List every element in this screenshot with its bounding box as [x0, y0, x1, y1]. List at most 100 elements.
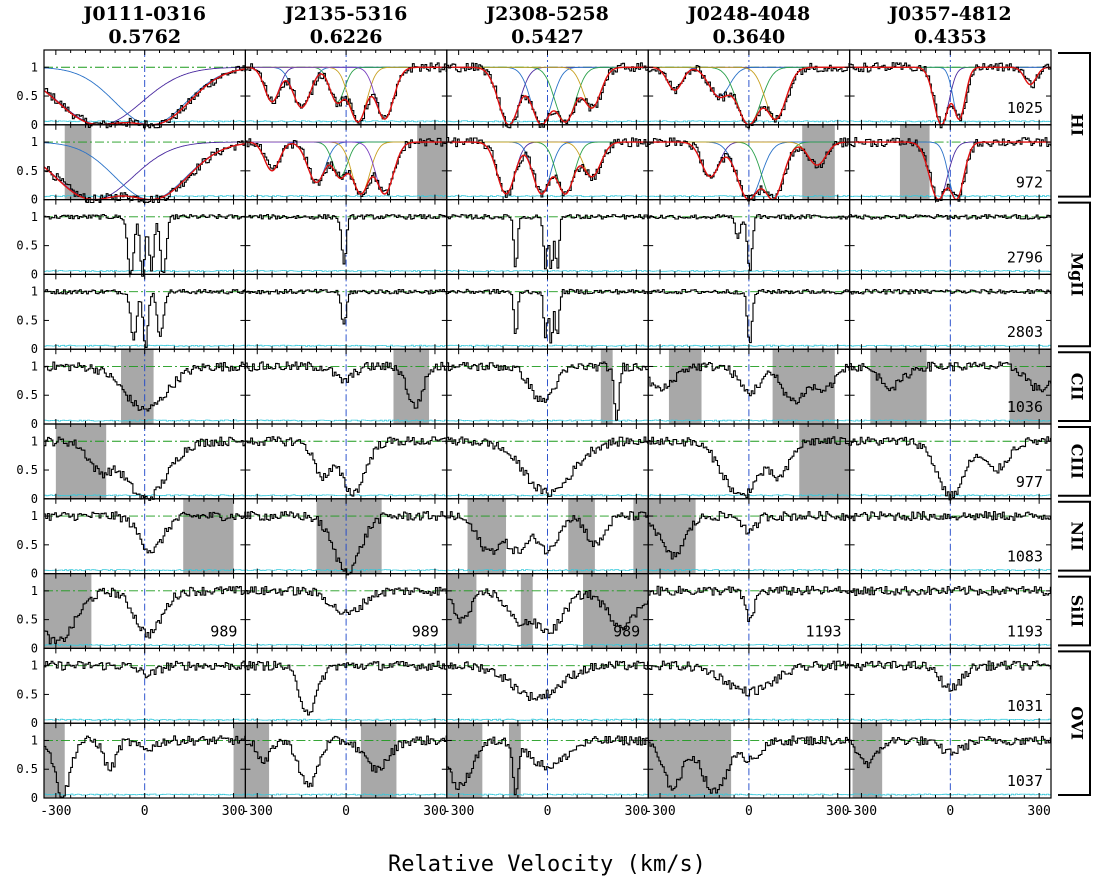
transition-label: 1083: [1007, 548, 1043, 566]
x-tick-label: -300: [644, 804, 675, 819]
flux-spectrum: [849, 214, 1051, 220]
mask-region: [64, 124, 92, 200]
y-tick-label: 0.5: [16, 538, 38, 552]
mask-region: [520, 573, 533, 649]
transition-label: 977: [1016, 473, 1043, 491]
redshift-value: 0.3640: [713, 26, 786, 48]
flux-spectrum: [44, 660, 246, 679]
mask-layer: [44, 124, 1051, 798]
flux-spectrum: [648, 660, 850, 697]
ion-label: CII: [1068, 373, 1087, 401]
ion-label: OVI: [1068, 706, 1087, 740]
x-tick-label: -300: [40, 804, 71, 819]
total-fit: [245, 66, 447, 123]
x-tick-label: 0: [342, 804, 350, 819]
error-spectrum: [648, 419, 850, 422]
redshift-value: 0.5427: [511, 26, 584, 48]
flux-spectrum: [849, 660, 1051, 692]
error-spectrum: [44, 419, 246, 422]
flux-spectrum: [44, 735, 246, 799]
y-tick-label: 0: [31, 492, 38, 506]
flux-spectrum: [648, 214, 850, 271]
mask-region: [446, 723, 483, 798]
transition-label: 1193: [1007, 622, 1043, 640]
mask-region: [1009, 349, 1051, 424]
flux-spectrum: [245, 62, 447, 126]
y-tick-label: 0: [31, 342, 38, 356]
y-tick-label: 0: [31, 641, 38, 655]
mask-region: [183, 498, 234, 574]
mask-region: [245, 723, 270, 798]
flux-spectrum: [44, 288, 246, 348]
mask-region: [316, 498, 382, 574]
ion-label: HI: [1068, 113, 1087, 136]
error-spectrum: [44, 718, 246, 721]
y-tick-label: 1: [31, 509, 38, 523]
flux-spectrum: [44, 511, 246, 554]
transition-label: 1036: [1007, 398, 1043, 416]
error-spectrum: [44, 569, 246, 572]
y-tick-label: 0.5: [16, 463, 38, 477]
y-tick-label: 0: [31, 193, 38, 207]
y-tick-label: 0: [31, 267, 38, 281]
x-tick-label: 0: [544, 804, 552, 819]
error-spectrum: [245, 569, 447, 572]
y-tick-label: 0.5: [16, 313, 38, 327]
y-tick-label: 0: [31, 716, 38, 730]
flux-spectrum: [648, 735, 850, 794]
flux-spectrum: [44, 436, 246, 501]
error-spectrum: [446, 793, 649, 796]
error-spectrum: [648, 644, 850, 646]
y-tick-label: 0.5: [16, 613, 38, 627]
flux-spectrum: [446, 511, 649, 555]
mask-region: [360, 723, 397, 798]
y-tick-label: 1: [31, 285, 38, 299]
total-fit: [446, 66, 648, 126]
ion-bracket: [1058, 500, 1091, 572]
error-spectrum: [648, 270, 850, 272]
flux-spectrum: [44, 585, 246, 645]
flux-spectrum: [446, 288, 649, 344]
error-spectrum: [446, 718, 649, 721]
ion-label: CIII: [1068, 444, 1087, 479]
y-tick-label: 0.5: [16, 762, 38, 776]
error-spectrum: [245, 120, 447, 123]
flux-spectrum: [849, 436, 1051, 501]
ion-bracket: [1058, 650, 1091, 796]
mask-region: [870, 349, 927, 424]
y-tick-label: 1: [31, 210, 38, 224]
flux-spectrum: [648, 362, 850, 405]
mask-region: [799, 424, 850, 499]
flux-spectrum: [245, 585, 447, 616]
flux-spectrum: [245, 361, 447, 409]
error-spectrum: [245, 793, 447, 796]
error-spectrum: [44, 793, 246, 796]
transition-label: 1193: [805, 622, 841, 640]
error-spectrum: [849, 644, 1052, 646]
redshift-value: 0.4353: [914, 26, 987, 48]
transition-label: 989: [613, 622, 640, 640]
sightline-name: J0357-4812: [887, 3, 1012, 25]
mask-region: [467, 498, 507, 574]
mask-region: [568, 498, 595, 574]
error-spectrum: [849, 120, 1052, 123]
flux-spectrum: [446, 214, 649, 270]
ion-bracket: [1058, 426, 1091, 497]
mask-region: [121, 349, 154, 424]
error-spectrum: [648, 494, 850, 497]
mask-region: [772, 349, 835, 424]
error-spectrum: [446, 644, 649, 646]
error-spectrum: [849, 419, 1052, 422]
mask-region: [668, 349, 702, 424]
transition-label: 1025: [1007, 99, 1043, 117]
y-tick-label: 1: [31, 733, 38, 747]
total-fit: [849, 66, 1051, 126]
error-spectrum: [446, 195, 649, 198]
x-tick-label: 300: [423, 804, 446, 819]
error-spectrum: [446, 120, 649, 123]
error-spectrum: [245, 718, 447, 721]
transition-label: 972: [1016, 174, 1043, 192]
error-spectrum: [849, 195, 1052, 198]
flux-spectrum: [849, 361, 1051, 393]
redshift-value: 0.5762: [108, 26, 181, 48]
